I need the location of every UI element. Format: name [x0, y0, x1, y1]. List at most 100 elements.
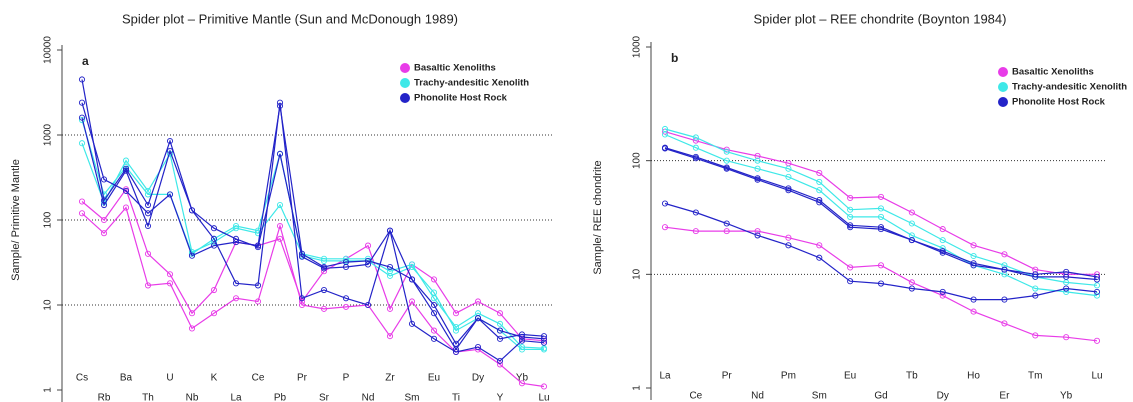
x-tick-label: Nd	[751, 391, 764, 402]
data-point	[122, 167, 130, 174]
data-point	[1093, 292, 1101, 299]
data-point	[276, 150, 284, 157]
data-point	[188, 325, 196, 332]
data-point	[144, 250, 152, 257]
chart-title: Spider plot – Primitive Mantle (Sun and …	[122, 11, 458, 26]
chart: Spider plot – REE chondrite (Boynton 198…	[592, 11, 1127, 401]
data-point	[408, 276, 416, 283]
x-tick-label: K	[211, 373, 218, 384]
data-point	[100, 230, 108, 237]
data-point	[1093, 337, 1101, 344]
data-point	[386, 333, 394, 340]
x-tick-label: Er	[999, 391, 1010, 402]
x-tick-label: Cs	[76, 373, 88, 384]
legend-marker	[400, 63, 410, 73]
data-point	[210, 242, 218, 249]
data-point	[122, 204, 130, 211]
data-point	[496, 320, 504, 327]
data-point	[78, 210, 86, 217]
data-point	[166, 137, 174, 145]
data-point	[723, 220, 730, 227]
data-point	[518, 346, 526, 353]
series-line	[81, 142, 545, 349]
data-point	[100, 176, 108, 183]
data-point	[474, 344, 482, 351]
x-tick-label: Rb	[98, 393, 111, 402]
data-point	[908, 279, 915, 286]
data-point	[970, 252, 977, 260]
data-point	[78, 140, 86, 147]
data-point	[254, 298, 262, 305]
data-point	[816, 254, 823, 261]
x-tick-label: Tb	[906, 371, 918, 382]
data-point	[1001, 296, 1008, 303]
data-point	[342, 295, 350, 302]
data-point	[785, 242, 792, 249]
data-point	[908, 237, 915, 244]
data-point	[1063, 285, 1070, 292]
data-point	[144, 201, 152, 209]
y-tick-label: 100	[43, 211, 54, 228]
x-tick-label: Th	[142, 393, 154, 402]
data-point	[540, 337, 548, 344]
data-point	[166, 191, 174, 198]
data-point	[364, 242, 372, 249]
data-point	[723, 157, 730, 164]
data-point	[847, 206, 854, 213]
data-point	[939, 237, 946, 244]
data-point	[970, 308, 977, 315]
x-tick-label: Yb	[1060, 391, 1073, 402]
data-point	[78, 99, 86, 106]
series-line	[81, 117, 545, 351]
data-point	[723, 228, 730, 235]
data-point	[144, 210, 152, 217]
data-point	[408, 320, 416, 327]
data-point	[232, 235, 240, 242]
data-point	[1093, 276, 1101, 283]
series-line	[664, 128, 1098, 286]
x-tick-label: Tm	[1028, 371, 1042, 382]
data-point	[908, 209, 915, 216]
data-point	[877, 262, 885, 269]
data-point	[692, 155, 699, 162]
x-tick-label: Pr	[722, 371, 733, 382]
data-point	[540, 346, 548, 353]
data-point	[474, 315, 482, 322]
chart-title: Spider plot – REE chondrite (Boynton 198…	[754, 11, 1007, 26]
data-point	[1093, 282, 1101, 289]
data-point	[166, 280, 174, 287]
data-point	[540, 339, 548, 346]
legend-label: Phonolite Host Rock	[1012, 97, 1106, 108]
y-tick-label: 10	[632, 268, 643, 280]
data-point	[320, 286, 328, 294]
data-point	[518, 337, 526, 344]
data-point	[144, 282, 152, 289]
data-point	[386, 263, 394, 271]
data-point	[692, 144, 699, 151]
series-line	[81, 79, 545, 362]
data-point	[661, 131, 669, 138]
data-point	[320, 265, 328, 272]
panel-label: b	[671, 51, 678, 65]
y-tick-label: 1	[632, 385, 643, 391]
y-axis-label: Sample/ Primitive Mantle	[10, 159, 22, 281]
data-point	[723, 165, 730, 172]
data-point	[232, 280, 240, 287]
series-line	[664, 147, 1098, 281]
data-point	[540, 335, 548, 342]
data-point	[342, 303, 350, 310]
data-point	[692, 209, 699, 216]
legend-label: Basaltic Xenoliths	[1012, 67, 1094, 78]
data-point	[452, 346, 460, 353]
data-point	[723, 148, 730, 155]
x-tick-label: Sm	[812, 391, 827, 402]
data-point	[877, 213, 885, 220]
data-point	[1001, 262, 1008, 269]
data-point	[847, 213, 854, 220]
series-line	[664, 226, 1098, 342]
series-line	[664, 133, 1098, 297]
data-point	[692, 228, 699, 235]
data-point	[939, 288, 946, 295]
data-point	[847, 278, 854, 285]
series-line	[81, 119, 544, 350]
